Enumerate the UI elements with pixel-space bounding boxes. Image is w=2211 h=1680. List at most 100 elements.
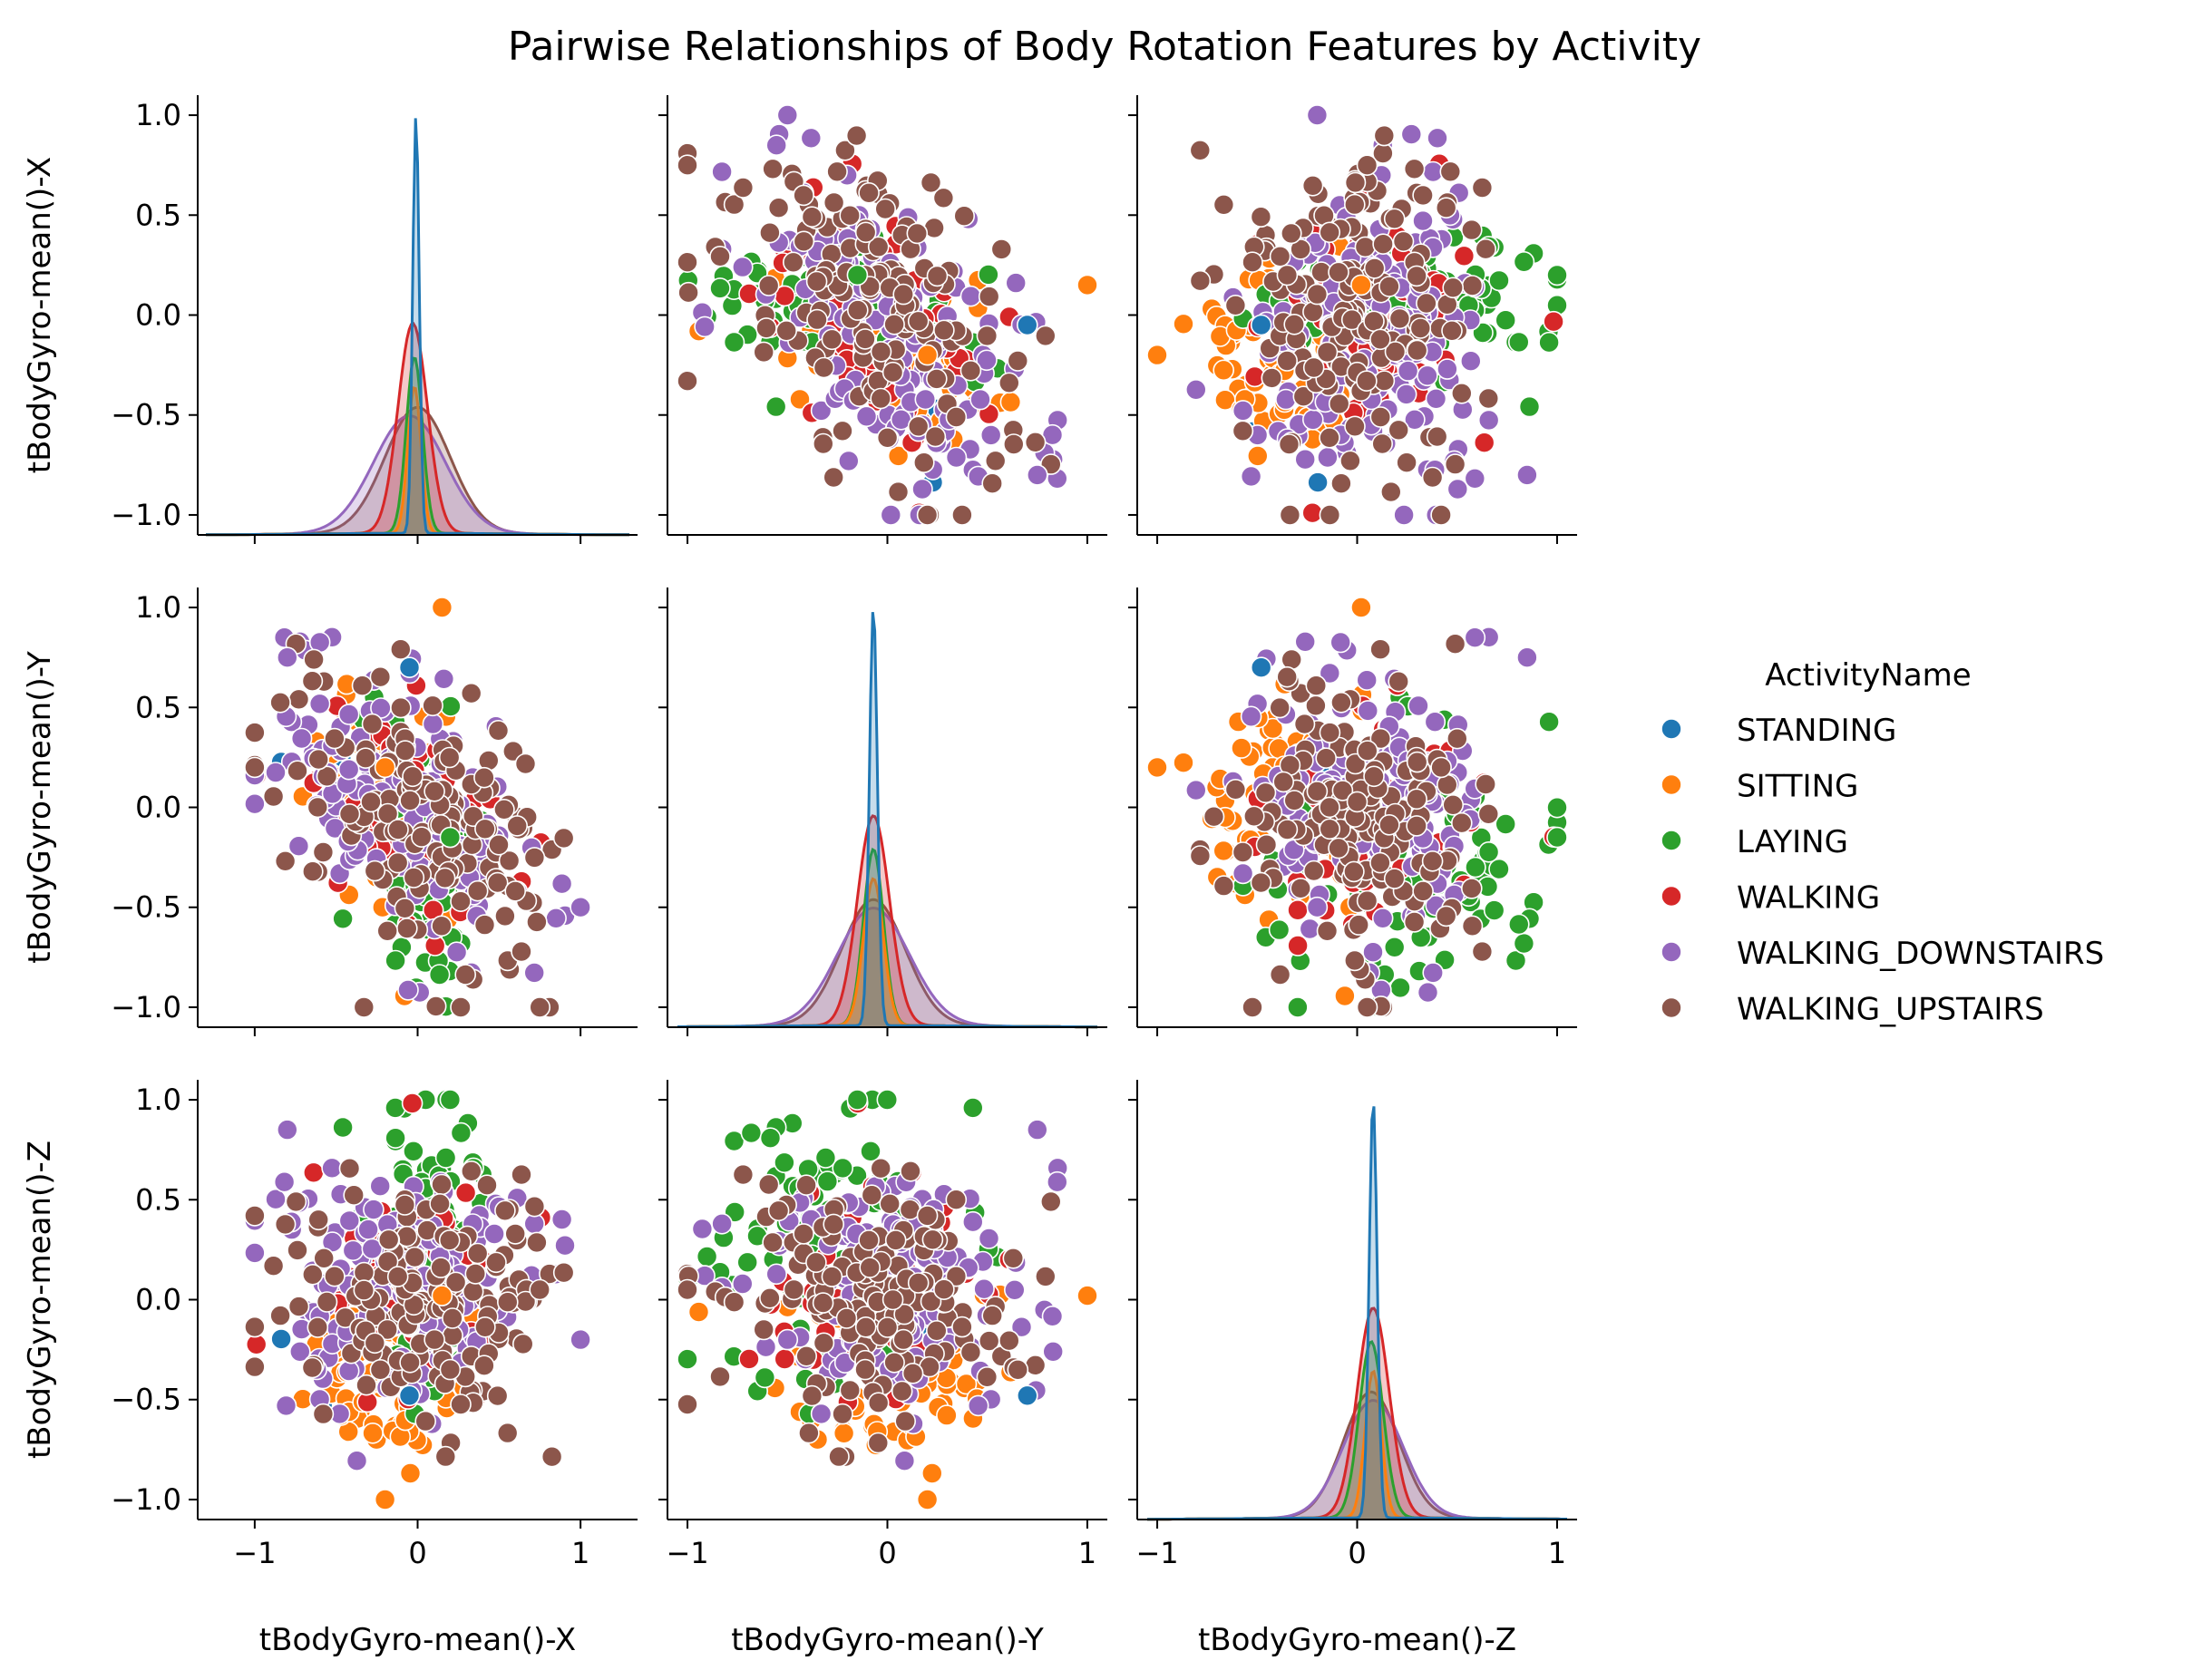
point-walking_downstairs [1330,631,1351,654]
point-walking_upstairs [424,995,447,1017]
point-walking_upstairs [861,1184,883,1206]
point-walking_upstairs [1024,431,1047,453]
point-walking_upstairs [431,915,453,937]
point-walking_upstairs [959,359,982,382]
point-sitting [1334,985,1356,1007]
legend-marker [1661,718,1682,740]
point-walking_upstairs [870,387,892,410]
point-laying [759,1127,782,1149]
point-walking_upstairs [874,198,897,220]
kde-fill-walking_downstairs [206,415,629,535]
point-walking_downstairs [265,762,287,783]
point-walking_downstairs [1417,981,1439,1004]
point-walking_upstairs [1356,889,1378,912]
point-laying [774,1151,795,1174]
point-walking_upstairs [854,328,876,350]
point-walking_upstairs [951,504,973,526]
point-sitting [887,445,910,467]
point-walking_downstairs [1404,408,1426,431]
point-walking_downstairs [1464,626,1486,649]
point-walking_upstairs [541,1445,563,1468]
point-walking_upstairs [424,1328,445,1351]
point-walking_downstairs [273,1170,296,1193]
point-walking_upstairs [1378,813,1400,836]
point-walking_upstairs [356,1374,377,1396]
y-tick-label: 0.5 [135,690,181,724]
point-walking_upstairs [439,1358,462,1381]
y-tick-label: 1.0 [135,590,181,625]
point-walking_upstairs [424,780,445,802]
point-walking_upstairs [404,1246,426,1268]
point-walking_upstairs [753,1318,775,1341]
point-walking_downstairs [244,1242,266,1264]
point-walking_upstairs [1388,307,1411,330]
point-walking_upstairs [1283,790,1305,811]
point-walking_upstairs [1348,914,1369,936]
point-walking_downstairs [945,446,968,469]
point-walking_upstairs [1344,193,1366,216]
point-walking_upstairs [1373,370,1396,392]
point-walking_upstairs [386,1266,409,1287]
point-walking_upstairs [1372,233,1394,256]
point-walking_upstairs [1276,665,1298,688]
x-tick-label: −1 [233,1536,276,1570]
point-walking_upstairs [1315,747,1337,770]
point-walking_upstairs [1269,245,1291,267]
point-walking_upstairs [324,727,346,750]
point-walking_upstairs [823,191,845,214]
kde-fill-laying [677,850,1097,1027]
point-walking_upstairs [1416,292,1437,315]
point-standing [270,1328,292,1350]
point-walking_upstairs [767,1199,790,1222]
point-walking_upstairs [998,1329,1020,1352]
point-walking_upstairs [450,890,472,913]
point-walking_downstairs [776,1328,799,1351]
point-walking_upstairs [529,1278,551,1301]
point-walking_upstairs [488,833,510,856]
point-walking_upstairs [921,1228,944,1251]
point-walking_upstairs [526,911,548,933]
y-tick-label: 1.0 [135,1083,181,1117]
point-walking_downstairs [1275,388,1297,411]
point-laying [1513,250,1535,273]
point-walking_upstairs [1383,868,1406,889]
point-laying [385,1127,406,1149]
point-walking_upstairs [887,481,910,503]
point-laying [860,1141,881,1162]
point-walking_upstairs [244,1355,266,1378]
point-walking_upstairs [978,286,1000,307]
point-walking_downstairs [969,388,991,411]
point-walking_downstairs [1047,1170,1068,1193]
point-walking_downstairs [1005,272,1027,294]
legend-marker [1661,996,1682,1019]
point-walking_upstairs [377,1228,400,1251]
kde-fill-walking [1147,1308,1567,1520]
point-walking_upstairs [859,1257,881,1278]
point-walking_downstairs [1395,384,1417,405]
point-walking_upstairs [924,425,947,448]
point-walking_upstairs [504,1223,527,1245]
point-walking_upstairs [1384,341,1407,363]
kde-fill-walking_upstairs [1147,1392,1567,1520]
point-standing [1017,314,1038,336]
point-walking_downstairs [1424,711,1446,733]
point-walking_downstairs [731,256,754,278]
point-walking_upstairs [473,914,496,936]
point-walking_upstairs [338,802,361,825]
point-walking_downstairs [1393,504,1415,526]
y-tick-label: −1.0 [111,990,181,1025]
point-walking_downstairs [338,1209,361,1232]
point-walking_upstairs [932,187,955,209]
point-laying [816,1170,839,1192]
point-walking_upstairs [1356,370,1378,393]
point-walking_upstairs [301,670,324,693]
point-walking_downstairs [1319,662,1341,685]
point-walking_upstairs [1406,339,1428,362]
y-tick-label: −0.5 [111,890,181,925]
kde-fill-laying [206,358,629,535]
point-walking_upstairs [1007,350,1029,372]
point-walking_upstairs [801,206,823,228]
point-walking_upstairs [1278,433,1300,455]
point-walking_upstairs [793,1223,814,1245]
point-walking_upstairs [1189,140,1212,161]
